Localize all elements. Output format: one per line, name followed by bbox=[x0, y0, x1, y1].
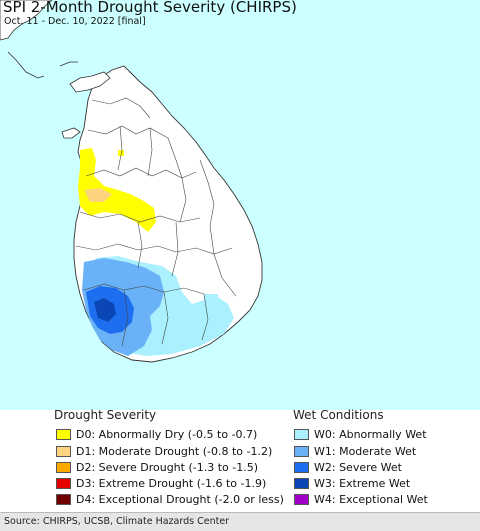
dry-d1-region bbox=[84, 188, 112, 202]
w2-label: W2: Severe Wet bbox=[314, 461, 402, 474]
drought-legend-item-d0: D0: Abnormally Dry (-0.5 to -0.7) bbox=[56, 427, 257, 442]
wet-w0-patch bbox=[204, 294, 218, 302]
jaffna-peninsula bbox=[69, 71, 111, 93]
d1-swatch bbox=[56, 446, 71, 457]
map-canvas bbox=[0, 0, 263, 363]
wet-legend-title: Wet Conditions bbox=[293, 408, 384, 422]
dry-d0-patch bbox=[118, 150, 124, 156]
w4-label: W4: Exceptional Wet bbox=[314, 493, 428, 506]
india-coast-detail bbox=[7, 51, 78, 79]
w1-swatch bbox=[294, 446, 309, 457]
d1-label: D1: Moderate Drought (-0.8 to -1.2) bbox=[76, 445, 273, 458]
wet-legend-item-w2: W2: Severe Wet bbox=[294, 460, 402, 475]
d4-swatch bbox=[56, 494, 71, 505]
wet-w3-region bbox=[94, 298, 116, 322]
w3-label: W3: Extreme Wet bbox=[314, 477, 411, 490]
d3-label: D3: Extreme Drought (-1.6 to -1.9) bbox=[76, 477, 267, 490]
d0-label: D0: Abnormally Dry (-0.5 to -0.7) bbox=[76, 428, 258, 441]
d0-swatch bbox=[56, 429, 71, 440]
district-boundaries bbox=[75, 97, 237, 347]
wet-legend-item-w0: W0: Abnormally Wet bbox=[294, 427, 427, 442]
drought-legend-item-d2: D2: Severe Drought (-1.3 to -1.5) bbox=[56, 460, 258, 475]
wet-legend-item-w4: W4: Exceptional Wet bbox=[294, 492, 428, 507]
d3-swatch bbox=[56, 478, 71, 489]
dry-d0-region bbox=[78, 148, 156, 232]
wet-legend-item-w3: W3: Extreme Wet bbox=[294, 476, 410, 491]
drought-legend-item-d3: D3: Extreme Drought (-1.6 to -1.9) bbox=[56, 476, 266, 491]
w0-label: W0: Abnormally Wet bbox=[314, 428, 427, 441]
drought-legend-item-d1: D1: Moderate Drought (-0.8 to -1.2) bbox=[56, 444, 272, 459]
d4-label: D4: Exceptional Drought (-2.0 or less) bbox=[76, 493, 284, 506]
w0-swatch bbox=[294, 429, 309, 440]
w4-swatch bbox=[294, 494, 309, 505]
india-coastline bbox=[0, 0, 53, 41]
d2-swatch bbox=[56, 462, 71, 473]
wet-legend-item-w1: W1: Moderate Wet bbox=[294, 444, 416, 459]
w1-label: W1: Moderate Wet bbox=[314, 445, 417, 458]
drought-legend-title: Drought Severity bbox=[54, 408, 157, 422]
map-subtitle: Oct. 11 - Dec. 10, 2022 [final] bbox=[4, 16, 146, 27]
d2-label: D2: Severe Drought (-1.3 to -1.5) bbox=[76, 461, 259, 474]
drought-map bbox=[0, 0, 480, 410]
w2-swatch bbox=[294, 462, 309, 473]
mannar-island bbox=[61, 127, 81, 139]
source-text: Source: CHIRPS, UCSB, Climate Hazards Ce… bbox=[4, 516, 230, 527]
source-footer: Source: CHIRPS, UCSB, Climate Hazards Ce… bbox=[0, 512, 480, 531]
map-title: SPI 2-Month Drought Severity (CHIRPS) bbox=[3, 0, 297, 16]
w3-swatch bbox=[294, 478, 309, 489]
drought-legend-item-d4: D4: Exceptional Drought (-2.0 or less) bbox=[56, 492, 284, 507]
